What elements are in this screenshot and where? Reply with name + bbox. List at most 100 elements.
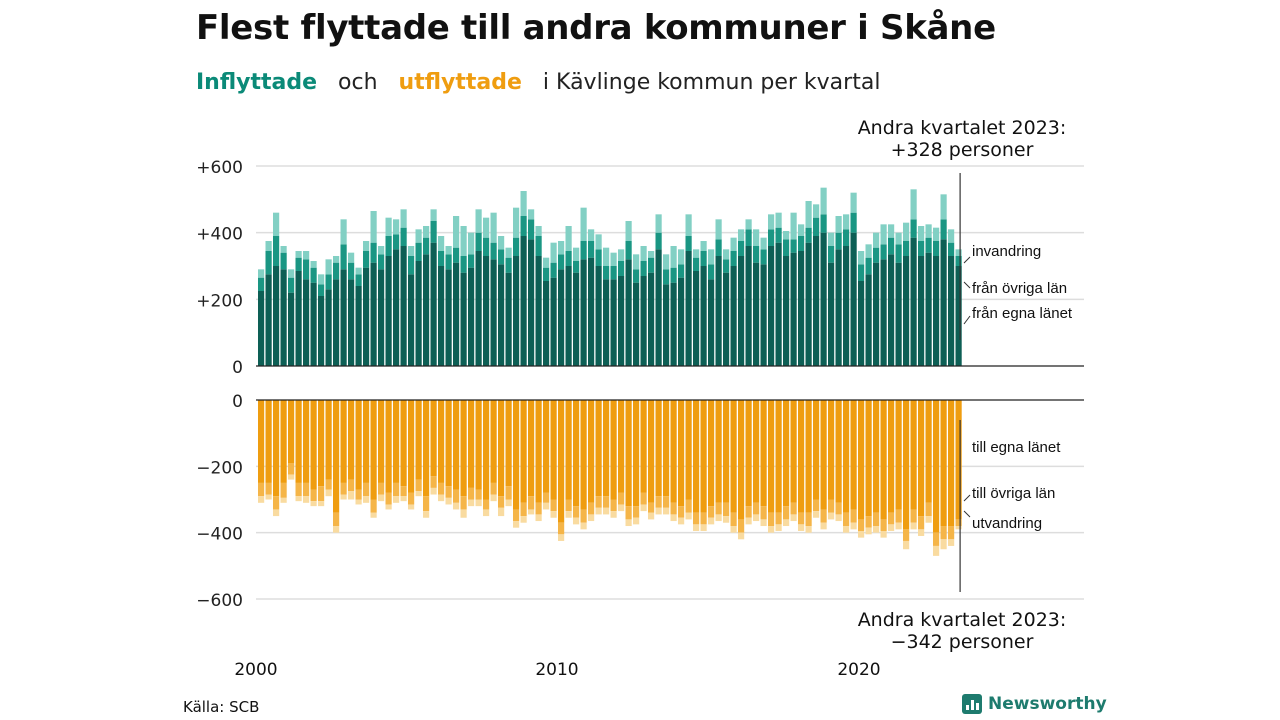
bar-in-2 [798, 224, 805, 236]
bar-out-2 [258, 496, 265, 503]
bar-in-2 [708, 249, 715, 265]
bar-out-1 [265, 482, 272, 495]
bar-out-1 [903, 529, 910, 541]
bar-out-2 [543, 502, 550, 510]
bar-out-2 [453, 502, 460, 510]
bar-out-2 [558, 534, 565, 541]
bar-out-2 [640, 504, 647, 512]
bar-out-2 [910, 522, 917, 530]
bar-in-0 [730, 266, 737, 366]
bar-out-0 [933, 400, 940, 533]
bar-out-2 [925, 516, 932, 523]
bar-in-1 [745, 229, 752, 246]
bar-in-2 [258, 269, 265, 278]
bar-in-1 [528, 219, 535, 240]
bar-in-1 [768, 229, 775, 246]
bar-out-1 [483, 499, 490, 510]
bar-out-1 [400, 486, 407, 497]
bar-in-1 [625, 241, 632, 260]
bar-out-0 [888, 400, 895, 513]
bar-out-1 [370, 499, 377, 513]
bar-out-0 [325, 400, 332, 480]
bar-out-0 [558, 400, 565, 523]
annotation-bottom-value: −342 personer [891, 631, 1034, 653]
bar-in-2 [385, 217, 392, 236]
bar-in-1 [408, 256, 415, 275]
bar-out-0 [648, 400, 655, 503]
bar-out-1 [805, 512, 812, 527]
bar-out-1 [393, 482, 400, 497]
x-tick-label: 2000 [234, 660, 277, 680]
bar-in-2 [955, 249, 962, 256]
bar-in-0 [820, 232, 827, 366]
bar-in-1 [475, 232, 482, 251]
bar-in-2 [753, 229, 760, 246]
bar-out-0 [280, 400, 287, 483]
bar-out-0 [483, 400, 490, 500]
bar-in-2 [355, 267, 362, 275]
bar-out-2 [505, 499, 512, 507]
bar-out-0 [670, 400, 677, 503]
bar-out-1 [880, 519, 887, 532]
bar-in-2 [783, 231, 790, 240]
bar-in-0 [603, 279, 610, 366]
bar-in-2 [543, 257, 550, 268]
bar-in-1 [483, 237, 490, 256]
bar-out-1 [325, 479, 332, 490]
x-tick-label: 2020 [837, 660, 880, 680]
bar-in-1 [258, 277, 265, 291]
bar-in-0 [790, 252, 797, 366]
bar-out-2 [708, 517, 715, 525]
bar-in-2 [415, 229, 422, 243]
bar-out-1 [273, 496, 280, 510]
bar-in-1 [588, 241, 595, 258]
bar-in-2 [318, 274, 325, 285]
bar-in-1 [820, 214, 827, 233]
bar-out-0 [640, 400, 647, 493]
bar-out-0 [535, 400, 542, 503]
bar-in-2 [595, 234, 602, 250]
chart-subtitle: Inflyttade och utflyttade i Kävlinge kom… [196, 70, 894, 95]
bar-out-0 [873, 400, 880, 513]
bar-in-1 [723, 259, 730, 273]
bar-in-2 [663, 254, 670, 270]
bar-in-0 [948, 256, 955, 366]
bar-in-0 [460, 272, 467, 366]
bar-out-1 [790, 502, 797, 515]
bar-in-1 [925, 237, 932, 253]
bar-out-0 [760, 400, 767, 507]
bar-in-0 [415, 261, 422, 366]
label-leader [963, 510, 971, 518]
bar-out-1 [550, 499, 557, 512]
bar-out-1 [835, 502, 842, 515]
bar-out-0 [715, 400, 722, 503]
bar-out-2 [700, 524, 707, 532]
bar-in-0 [640, 276, 647, 366]
logo-text: Newsworthy [988, 694, 1107, 714]
bar-in-2 [348, 252, 355, 263]
bar-out-0 [685, 400, 692, 500]
bar-in-0 [588, 257, 595, 366]
bar-in-2 [475, 209, 482, 233]
bar-in-0 [505, 272, 512, 366]
bar-in-2 [550, 242, 557, 263]
bar-out-1 [543, 492, 550, 503]
bar-out-2 [295, 496, 302, 502]
bar-in-0 [445, 269, 452, 366]
bar-out-0 [445, 400, 452, 487]
bar-out-1 [933, 532, 940, 546]
bar-out-1 [798, 512, 805, 525]
bar-out-1 [648, 502, 655, 513]
label-leader [963, 256, 971, 264]
bar-in-1 [393, 234, 400, 250]
bar-in-2 [573, 247, 580, 261]
bar-in-0 [468, 267, 475, 366]
bar-out-0 [550, 400, 557, 500]
bar-out-2 [835, 514, 842, 522]
bar-in-2 [483, 217, 490, 238]
y-tick-label: 0 [232, 358, 243, 378]
bar-out-0 [843, 400, 850, 513]
bar-in-0 [565, 266, 572, 366]
bar-out-1 [528, 496, 535, 510]
bar-out-2 [895, 522, 902, 530]
